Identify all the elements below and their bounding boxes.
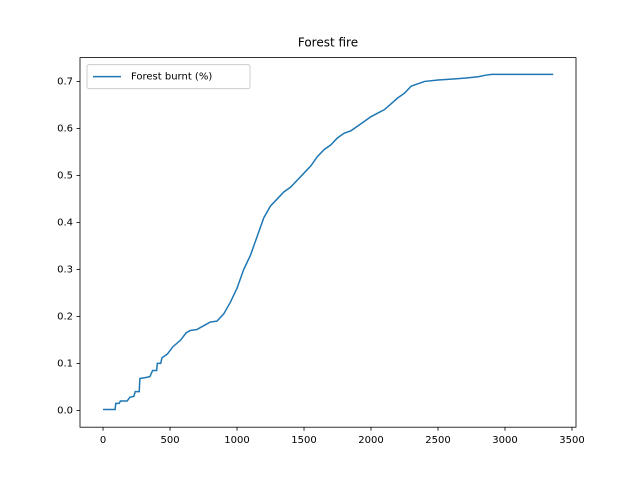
x-tick-label: 2500 bbox=[425, 435, 450, 446]
y-tick-label: 0.1 bbox=[57, 358, 73, 369]
legend-label: Forest burnt (%) bbox=[131, 72, 212, 83]
y-tick-label: 0.5 bbox=[57, 170, 73, 181]
legend-box bbox=[86, 64, 251, 90]
chart-title: Forest fire bbox=[298, 36, 358, 50]
data-line bbox=[103, 73, 554, 411]
x-tick-label: 1500 bbox=[291, 435, 316, 446]
y-tick-label: 0.3 bbox=[57, 264, 73, 275]
x-tick-label: 3500 bbox=[559, 435, 584, 446]
x-tick-label: 1000 bbox=[224, 435, 249, 446]
y-tick-label: 0.0 bbox=[57, 405, 73, 416]
y-tick-label: 0.6 bbox=[57, 123, 73, 134]
y-tick-label: 0.2 bbox=[57, 311, 73, 322]
x-tick-label: 0 bbox=[100, 435, 106, 446]
legend: Forest burnt (%) bbox=[86, 64, 251, 90]
y-tick-label: 0.7 bbox=[57, 76, 73, 87]
x-tick-label: 500 bbox=[160, 435, 179, 446]
y-tick-label: 0.4 bbox=[57, 217, 73, 228]
plot-frame bbox=[79, 57, 577, 428]
x-tick-label: 3000 bbox=[492, 435, 517, 446]
x-tick-label: 2000 bbox=[358, 435, 383, 446]
